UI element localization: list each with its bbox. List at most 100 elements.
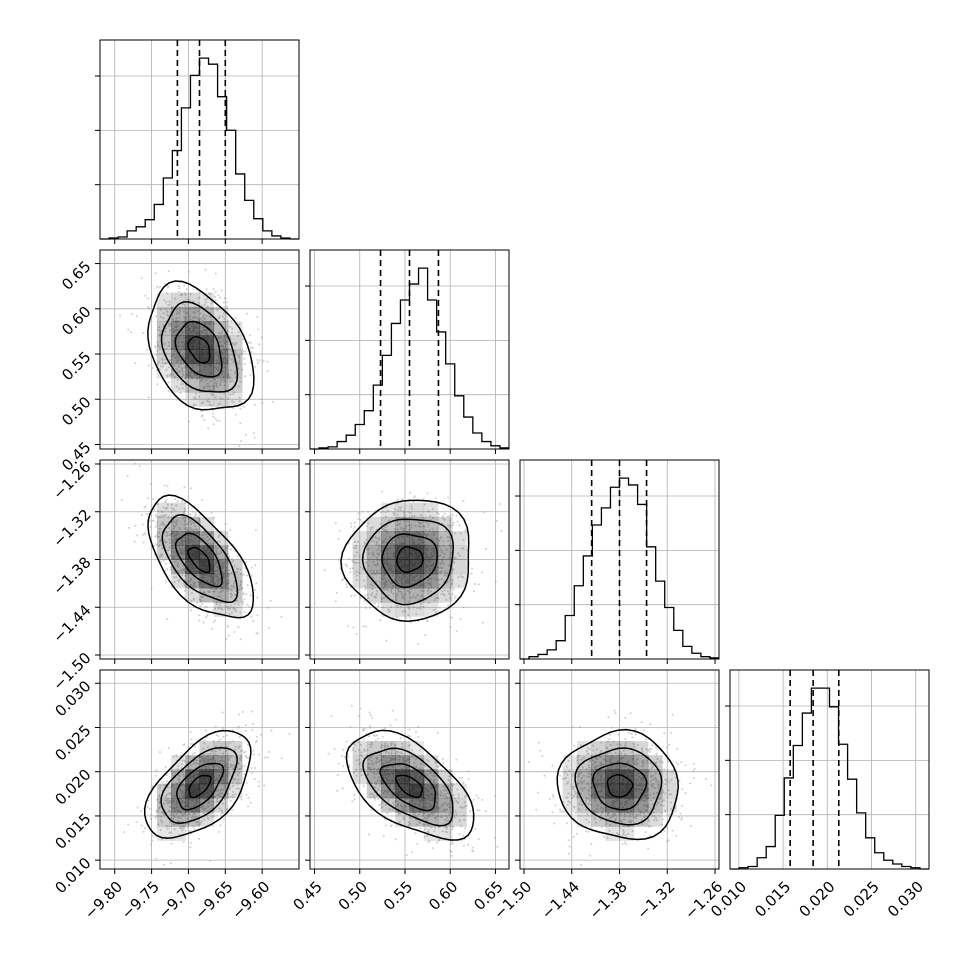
scatter-panel-4-3 xyxy=(515,669,720,874)
density-cell xyxy=(423,783,439,799)
density-cell xyxy=(395,812,410,827)
y-tick-label: −1.38 xyxy=(49,553,94,598)
density-cell xyxy=(171,531,186,546)
contour-line xyxy=(345,729,475,841)
density-cell xyxy=(423,826,439,841)
density-cell xyxy=(366,545,382,560)
density-cell xyxy=(423,559,439,575)
density-cell xyxy=(366,559,382,575)
density-cell xyxy=(171,335,186,350)
scatter-panel-3-2 xyxy=(305,459,510,664)
density-cell xyxy=(366,755,382,770)
density-cell xyxy=(171,826,186,841)
density-cell xyxy=(662,783,677,799)
x-tick-label: −9.70 xyxy=(155,878,200,923)
contour-line xyxy=(361,518,455,606)
density-cell xyxy=(452,812,467,827)
density-cell xyxy=(381,587,396,603)
x-tick-label: 0.60 xyxy=(425,878,461,914)
histogram-panel-1 xyxy=(95,39,300,244)
density-cell xyxy=(171,292,186,308)
panel-frame xyxy=(309,249,510,450)
density-cell xyxy=(185,335,200,350)
density-cell xyxy=(171,559,186,575)
density-cell xyxy=(605,826,620,841)
density-cell xyxy=(409,741,425,756)
density-cell xyxy=(619,783,635,799)
density-cell xyxy=(171,377,186,393)
density-cell xyxy=(213,755,229,770)
x-tick-label: −1.38 xyxy=(586,878,631,923)
density-cell xyxy=(605,755,620,770)
density-cell xyxy=(395,602,410,617)
density-cell xyxy=(213,392,229,407)
density-cell xyxy=(213,545,229,560)
density-cell xyxy=(156,516,172,532)
density-cell xyxy=(227,755,243,770)
density-cell xyxy=(366,769,382,785)
density-cell xyxy=(576,812,592,827)
density-cell xyxy=(395,516,410,532)
density-cell xyxy=(185,306,200,322)
density-cell xyxy=(199,306,215,322)
density-cell xyxy=(381,573,396,589)
density-cell xyxy=(381,531,396,546)
panel-frame xyxy=(309,669,510,870)
contour-line xyxy=(188,774,212,799)
density-cell xyxy=(227,559,243,575)
density-cell xyxy=(185,531,200,546)
density-cell xyxy=(437,826,453,841)
x-tick-label: 0.55 xyxy=(380,878,416,914)
density-cell xyxy=(409,602,425,617)
density-cell xyxy=(227,363,243,379)
y-tick-label: 0.010 xyxy=(51,854,94,897)
x-tick-label: 0.020 xyxy=(796,878,839,921)
density-cell xyxy=(185,392,200,407)
density-cell xyxy=(562,797,578,813)
y-tick-label: −1.44 xyxy=(49,601,94,646)
density-cell xyxy=(366,516,382,532)
x-tick-label: −9.65 xyxy=(191,878,236,923)
contour-line xyxy=(340,499,470,622)
x-tick-label: 0.030 xyxy=(884,878,927,921)
density-cell xyxy=(633,755,649,770)
x-tick-label: 0.025 xyxy=(840,878,883,921)
density-cell xyxy=(199,769,215,785)
contour-line xyxy=(174,320,223,378)
density-cell xyxy=(381,783,396,799)
density-cell xyxy=(605,797,620,813)
y-tick-label: 0.55 xyxy=(58,348,94,384)
density-cell xyxy=(352,755,368,770)
y-tick-label: 0.60 xyxy=(58,303,94,339)
density-cell xyxy=(171,755,186,770)
contour-line xyxy=(147,494,255,619)
contour-line xyxy=(160,747,238,824)
contour-line xyxy=(174,532,223,588)
density-cell xyxy=(171,349,186,365)
density-cell xyxy=(576,741,592,756)
density-cell xyxy=(227,573,243,589)
contour-line xyxy=(187,336,211,364)
density-cell xyxy=(452,573,467,589)
density-cell xyxy=(395,755,410,770)
density-cell xyxy=(591,755,606,770)
density-cell xyxy=(381,602,396,617)
density-cell xyxy=(352,559,368,575)
density-cell xyxy=(156,502,172,518)
density-cell xyxy=(423,769,439,785)
density-cell xyxy=(227,741,243,756)
density-cell xyxy=(227,321,243,336)
contour-line xyxy=(574,747,663,826)
density-cell xyxy=(395,797,410,813)
density-cell xyxy=(395,587,410,603)
density-cell xyxy=(171,812,186,827)
density-cell xyxy=(171,783,186,799)
density-cell xyxy=(662,769,677,785)
density-cell xyxy=(366,531,382,546)
density-cell xyxy=(452,797,467,813)
density-cell xyxy=(452,531,467,546)
density-cell xyxy=(381,516,396,532)
contour-line xyxy=(147,280,255,411)
density-cell xyxy=(185,349,200,365)
panel-frame xyxy=(99,39,300,240)
